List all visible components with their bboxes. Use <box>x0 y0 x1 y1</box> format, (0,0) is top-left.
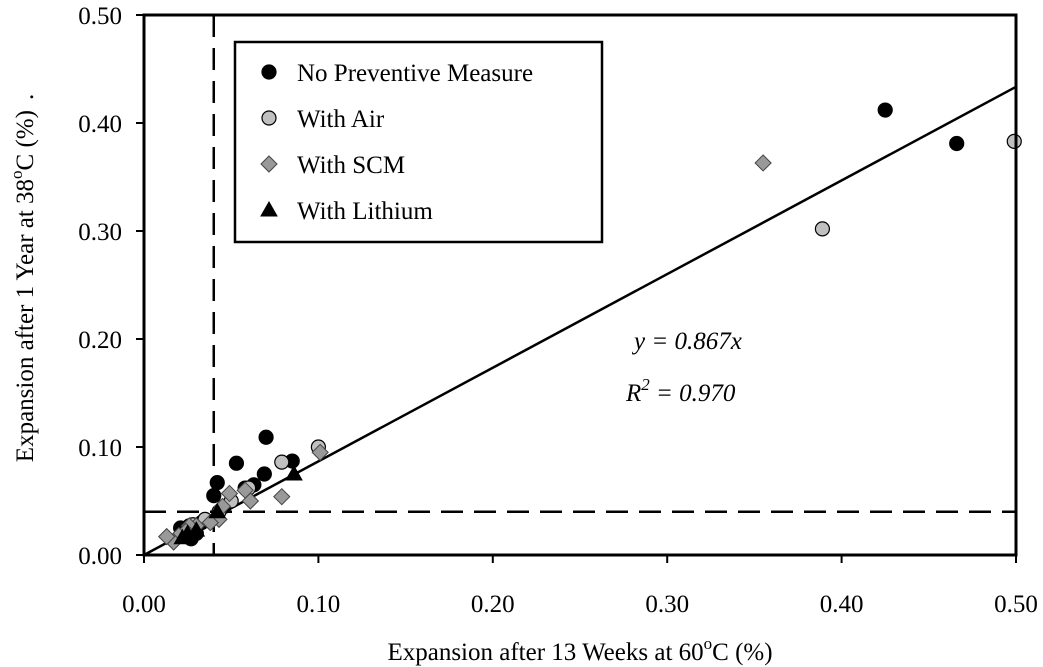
y-tick-label: 0.30 <box>78 219 122 246</box>
data-point <box>285 464 303 481</box>
x-tick-label: 0.00 <box>122 591 166 618</box>
data-point <box>258 429 274 445</box>
x-tick-label: 0.30 <box>645 591 689 618</box>
fit-r-squared: R2 = 0.970 <box>625 375 736 407</box>
legend-marker <box>260 155 278 173</box>
data-point <box>206 488 222 504</box>
data-point <box>228 455 245 471</box>
data-point <box>814 221 831 237</box>
data-point <box>274 454 290 470</box>
data-point <box>311 443 329 462</box>
data-point <box>949 135 965 152</box>
data-point <box>877 102 893 118</box>
legend-marker <box>261 64 277 80</box>
legend-label: With SCM <box>297 152 405 179</box>
data-point <box>173 528 192 545</box>
x-tick-label: 0.40 <box>820 591 864 618</box>
y-tick-label: 0.00 <box>78 543 122 570</box>
data-point <box>1006 133 1022 149</box>
y-tick-label: 0.50 <box>78 3 122 30</box>
y-tick-label: 0.40 <box>78 111 122 138</box>
data-point <box>256 466 272 482</box>
data-point <box>157 527 176 546</box>
fit-equation: y = 0.867x <box>631 328 742 355</box>
y-tick-label: 0.20 <box>78 327 122 354</box>
plot-frame <box>142 13 1018 557</box>
x-tick-label: 0.10 <box>297 591 341 618</box>
data-point <box>220 484 239 503</box>
legend-label: With Lithium <box>297 198 433 225</box>
x-axis-title: Expansion after 13 Weeks at 60oC (%) <box>387 634 772 666</box>
legend-marker <box>260 200 278 217</box>
x-tick-label: 0.50 <box>994 591 1038 618</box>
legend-box <box>233 40 604 244</box>
legend-label: No Preventive Measure <box>297 60 533 87</box>
data-point <box>236 481 254 499</box>
data-point <box>273 487 291 506</box>
y-axis-title: Expansion after 1 Year at 38oC (%). <box>7 94 39 462</box>
y-tick-label: 0.10 <box>78 435 122 462</box>
data-point <box>209 475 225 491</box>
legend-marker <box>261 110 277 126</box>
data-point <box>201 513 219 532</box>
data-point <box>754 154 772 172</box>
data-point <box>208 502 227 519</box>
legend-label: With Air <box>297 106 385 133</box>
x-tick-label: 0.20 <box>471 591 515 618</box>
